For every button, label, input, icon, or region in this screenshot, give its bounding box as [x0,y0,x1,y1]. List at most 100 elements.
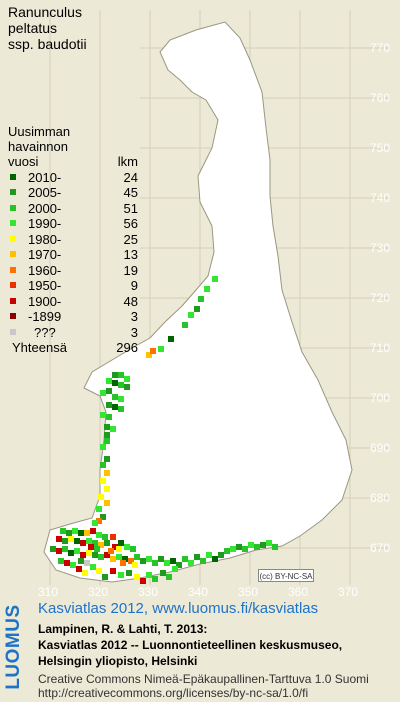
legend-header-2: havainnon [8,139,68,154]
legend-row-count: 9 [130,278,138,293]
occurrence-cell [170,558,176,564]
occurrence-cell [254,544,260,550]
occurrence-cell [92,552,98,558]
occurrence-cell [96,506,102,512]
luomus-logo-text: LUOMUS [3,604,24,690]
occurrence-cell [70,562,76,568]
occurrence-cell [78,530,84,536]
legend-row-count: 56 [123,216,138,231]
occurrence-cell [188,312,194,318]
legend-swatch [10,220,16,226]
kasviatlas-link[interactable]: Kasviatlas 2012, www.luomus.fi/kasviatla… [38,600,319,617]
occurrence-cell [82,570,88,576]
occurrence-cell [118,406,124,412]
occurrence-cell [100,444,106,450]
occurrence-cell [112,372,118,378]
legend-row-count: 25 [123,231,138,247]
grid-label-east: 320 [88,585,108,599]
grid-label-east: 330 [138,585,158,599]
occurrence-cell [100,462,106,468]
legend-row: 2005- 45 [8,185,138,201]
occurrence-cell [242,546,248,552]
legend-col-count: lkm [117,154,138,169]
occurrence-cell [118,540,124,546]
legend-row: 1970- 13 [8,247,138,263]
occurrence-cell [176,562,182,568]
occurrence-cell [92,520,98,526]
occurrence-cell [118,382,124,388]
occurrence-cell [152,560,158,566]
legend-row-count: 51 [123,200,138,216]
occurrence-cell [106,388,112,394]
occurrence-cell [104,486,110,492]
occurrence-cell [106,402,112,408]
legend: Uusimman havainnon vuosi lkm 2010- 24 2005… [8,124,138,356]
grid-label-north: 690 [370,441,390,455]
occurrence-cell [134,574,140,580]
grid-label-north: 750 [370,141,390,155]
occurrence-cell [204,286,210,292]
occurrence-cell [76,566,82,572]
legend-row: 2010- 24 [8,169,138,186]
license-link[interactable]: http://creativecommons.org/licenses/by-n… [38,686,309,700]
occurrence-cell [218,552,224,558]
grid-label-north: 670 [370,541,390,555]
legend-row-count: 45 [123,185,138,200]
occurrence-cell [122,556,128,562]
occurrence-cell [112,380,118,386]
occurrence-cell [152,576,158,582]
occurrence-cell [124,376,130,382]
legend-row-count: 48 [123,293,138,309]
occurrence-cell [124,384,130,390]
cc-license-badge[interactable]: (cc) BY-NC-SA [258,569,314,582]
occurrence-cell [106,414,112,420]
occurrence-cell [92,540,98,546]
occurrence-cell [130,546,136,552]
occurrence-cell [230,546,236,552]
occurrence-cell [116,546,122,552]
citation-line-2: Kasviatlas 2012 -- Luonnontieteellinen k… [38,638,343,652]
legend-swatch [10,204,16,211]
grid-label-east: 310 [38,585,58,599]
occurrence-cell [172,566,178,572]
occurrence-cell [188,560,194,566]
occurrence-cell [86,538,92,544]
occurrence-cell [98,554,104,560]
legend-swatch [10,266,16,273]
occurrence-cell [78,558,84,564]
occurrence-cell [182,322,188,328]
legend-row-label: 1960- [28,262,62,278]
legend-total-label: Yhteensä [12,340,67,355]
occurrence-cell [98,542,104,548]
occurrence-cell [116,554,122,560]
occurrence-cell [102,574,108,580]
occurrence-cell [72,528,78,534]
occurrence-cell [126,570,132,576]
occurrence-cell [60,528,66,534]
occurrence-cell [80,552,86,558]
occurrence-cell [224,548,230,554]
occurrence-cell [96,518,102,524]
occurrence-cell [94,546,100,552]
occurrence-cell [158,346,164,352]
occurrence-cell [84,530,90,536]
occurrence-cell [96,568,102,574]
occurrence-cell [56,548,62,554]
occurrence-cell [104,456,110,462]
occurrence-cell [194,306,200,312]
legend-row-label: 1970- [28,247,62,262]
legend-row-label: 1900- [28,293,62,309]
grid-label-east: 350 [238,585,258,599]
legend-row-label: 2010- [28,169,62,185]
occurrence-cell [68,550,74,556]
occurrence-cell [118,572,124,578]
occurrence-cell [106,378,112,384]
occurrence-cell [134,554,140,560]
occurrence-cell [102,534,108,540]
occurrence-cell [100,412,106,418]
legend-swatch [10,328,16,335]
occurrence-cell [150,348,156,354]
species-title-line-2: peltatus [8,20,58,36]
grid-label-east: 340 [188,585,208,599]
occurrence-cell [90,564,96,570]
